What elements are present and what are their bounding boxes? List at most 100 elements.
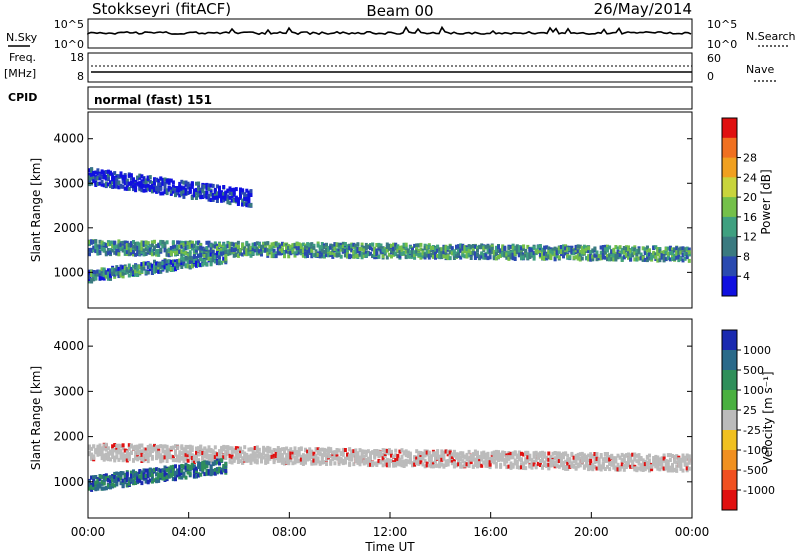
colorbar-cell bbox=[722, 118, 737, 139]
echo-cell bbox=[620, 247, 624, 252]
echo-cell bbox=[136, 444, 140, 449]
velocity-plot-frame bbox=[87, 318, 693, 519]
colorbar-cell bbox=[722, 177, 737, 198]
echo-cell bbox=[656, 455, 660, 460]
echo-cell bbox=[404, 247, 408, 252]
echo-cell bbox=[209, 465, 213, 470]
echo-cell bbox=[153, 251, 156, 256]
colorbar-tick-label: 25 bbox=[743, 404, 757, 417]
echo-cell bbox=[123, 180, 127, 185]
echo-cell bbox=[280, 457, 284, 462]
echo-cell bbox=[180, 185, 184, 190]
echo-cell bbox=[331, 248, 335, 253]
echo-cell bbox=[257, 452, 261, 457]
echo-cell bbox=[165, 178, 169, 183]
echo-cell bbox=[127, 273, 131, 278]
echo-cell bbox=[471, 250, 475, 255]
echo-cell bbox=[486, 455, 490, 460]
echo-cell bbox=[96, 272, 100, 277]
echo-cell bbox=[205, 471, 209, 476]
echo-cell bbox=[448, 244, 452, 249]
echo-cell bbox=[213, 192, 217, 197]
echo-cell bbox=[236, 197, 240, 202]
echo-cell bbox=[167, 455, 171, 459]
echo-cell bbox=[163, 185, 167, 190]
echo-cell bbox=[146, 183, 150, 188]
echo-cell bbox=[333, 456, 337, 460]
echo-cell bbox=[174, 244, 177, 249]
echo-cell bbox=[113, 475, 117, 479]
echo-cell bbox=[104, 476, 108, 481]
echo-cell bbox=[236, 249, 240, 254]
echo-cell bbox=[603, 467, 607, 471]
echo-cell bbox=[310, 254, 314, 259]
ytick-label: 3000 bbox=[53, 384, 84, 398]
echo-cell bbox=[677, 255, 681, 260]
echo-cell bbox=[356, 454, 360, 459]
echo-cell bbox=[222, 258, 226, 263]
echo-cell bbox=[90, 452, 94, 457]
echo-cell bbox=[635, 249, 639, 253]
echo-cell bbox=[140, 174, 144, 179]
echo-cell bbox=[153, 186, 156, 191]
echo-cell bbox=[664, 464, 668, 469]
echo-cell bbox=[283, 450, 286, 455]
echo-cell bbox=[190, 240, 194, 245]
echo-cell bbox=[167, 470, 171, 475]
echo-cell bbox=[199, 444, 203, 449]
echo-cell bbox=[633, 466, 637, 471]
echo-cell bbox=[471, 247, 475, 252]
echo-cell bbox=[668, 465, 672, 470]
echo-cell bbox=[425, 450, 429, 455]
echo-cell bbox=[400, 252, 404, 256]
echo-cell bbox=[431, 252, 435, 257]
echo-cell bbox=[513, 451, 517, 456]
echo-cell bbox=[138, 250, 142, 255]
echo-cell bbox=[157, 467, 161, 472]
echo-cell bbox=[593, 253, 597, 258]
echo-cell bbox=[677, 258, 681, 263]
echo-cell bbox=[551, 247, 555, 252]
echo-cell bbox=[109, 457, 112, 462]
echo-cell bbox=[390, 243, 393, 248]
echo-cell bbox=[174, 458, 177, 463]
echo-cell bbox=[241, 245, 245, 250]
echo-cell bbox=[270, 451, 274, 456]
echo-cell bbox=[524, 460, 528, 465]
echo-cell bbox=[94, 270, 98, 275]
echo-cell bbox=[111, 455, 115, 459]
echo-cell bbox=[207, 187, 211, 191]
echo-cell bbox=[213, 241, 217, 246]
echo-cell bbox=[142, 449, 146, 454]
echo-cell bbox=[350, 248, 354, 253]
echo-cell bbox=[180, 252, 184, 257]
echo-cell bbox=[241, 252, 245, 257]
echo-cell bbox=[276, 446, 280, 450]
echo-cell bbox=[394, 246, 398, 251]
echo-cell bbox=[562, 451, 565, 456]
echo-cell bbox=[335, 448, 339, 452]
echo-cell bbox=[320, 242, 324, 246]
colorbar-tick-label: 100 bbox=[743, 384, 764, 397]
echo-cell bbox=[415, 243, 419, 248]
echo-cell bbox=[369, 453, 372, 458]
echo-cell bbox=[201, 262, 205, 267]
echo-cell bbox=[478, 463, 482, 468]
echo-cell bbox=[98, 482, 102, 487]
echo-cell bbox=[337, 242, 341, 247]
echo-cell bbox=[329, 449, 333, 453]
echo-cell bbox=[125, 471, 129, 476]
echo-cell bbox=[123, 245, 127, 250]
echo-cell bbox=[415, 461, 419, 466]
echo-cell bbox=[658, 255, 662, 260]
echo-cell bbox=[129, 444, 133, 449]
echo-cell bbox=[549, 256, 553, 261]
echo-cell bbox=[146, 468, 150, 473]
echo-cell bbox=[457, 454, 461, 459]
echo-cell bbox=[249, 447, 253, 452]
echo-cell bbox=[507, 246, 511, 250]
echo-cell bbox=[528, 457, 532, 462]
echo-cell bbox=[383, 450, 387, 455]
echo-cell bbox=[176, 188, 180, 193]
echo-cell bbox=[681, 453, 685, 458]
